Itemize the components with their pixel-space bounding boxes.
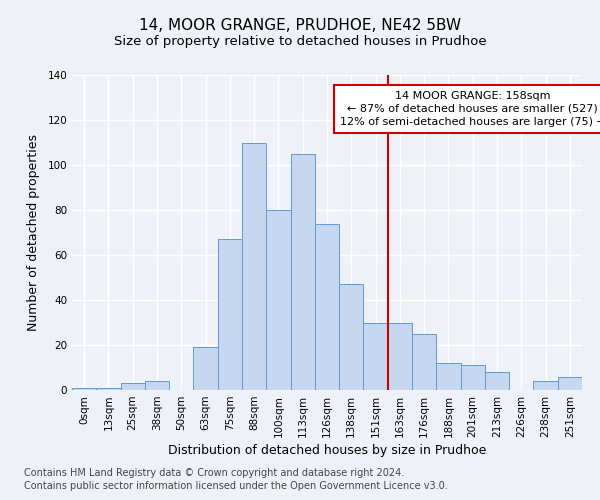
Bar [72, 388, 96, 390]
Text: Contains HM Land Registry data © Crown copyright and database right 2024.: Contains HM Land Registry data © Crown c… [24, 468, 404, 477]
Bar [266, 210, 290, 390]
Bar [242, 142, 266, 390]
Bar [461, 365, 485, 390]
Text: Size of property relative to detached houses in Prudhoe: Size of property relative to detached ho… [113, 35, 487, 48]
X-axis label: Distribution of detached houses by size in Prudhoe: Distribution of detached houses by size … [168, 444, 486, 457]
Bar [339, 284, 364, 390]
Bar [485, 372, 509, 390]
Text: 14, MOOR GRANGE, PRUDHOE, NE42 5BW: 14, MOOR GRANGE, PRUDHOE, NE42 5BW [139, 18, 461, 32]
Text: Contains public sector information licensed under the Open Government Licence v3: Contains public sector information licen… [24, 481, 448, 491]
Bar [218, 240, 242, 390]
Bar [412, 334, 436, 390]
Bar [96, 388, 121, 390]
Bar [121, 383, 145, 390]
Text: 14 MOOR GRANGE: 158sqm
← 87% of detached houses are smaller (527)
12% of semi-de: 14 MOOR GRANGE: 158sqm ← 87% of detached… [340, 91, 600, 127]
Bar [558, 376, 582, 390]
Bar [290, 154, 315, 390]
Bar [533, 381, 558, 390]
Bar [364, 322, 388, 390]
Y-axis label: Number of detached properties: Number of detached properties [28, 134, 40, 331]
Bar [193, 347, 218, 390]
Bar [145, 381, 169, 390]
Bar [388, 322, 412, 390]
Bar [436, 363, 461, 390]
Bar [315, 224, 339, 390]
